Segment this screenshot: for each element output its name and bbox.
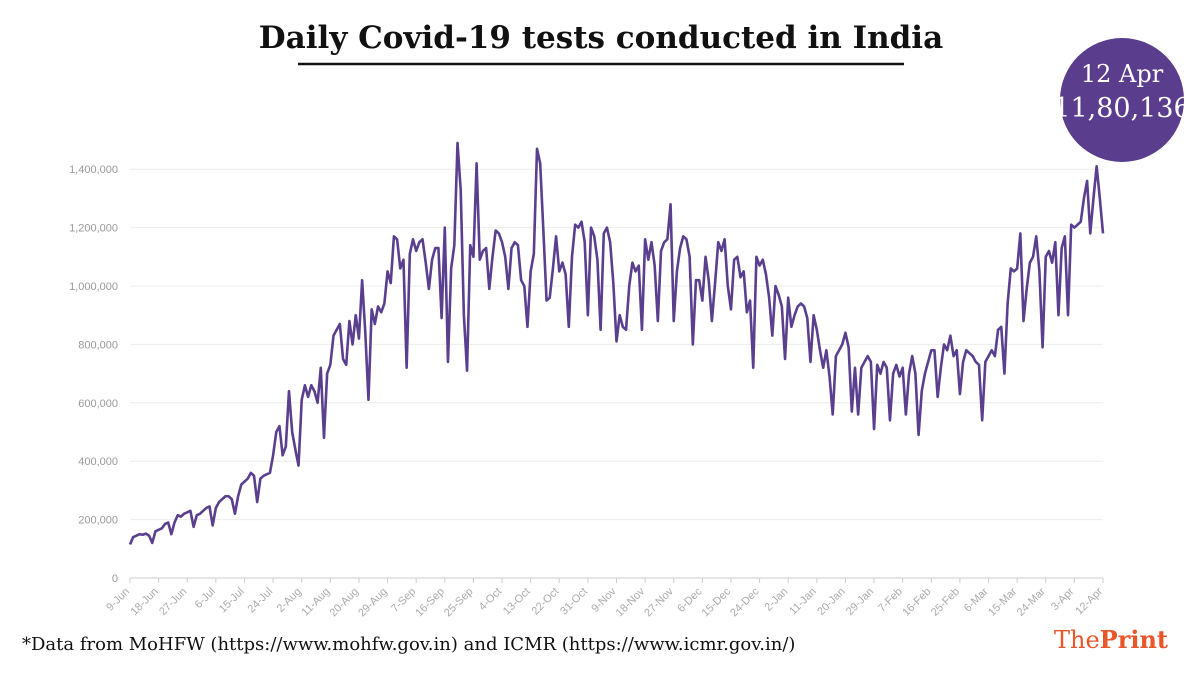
x-tick-label: 13-Oct	[501, 586, 533, 618]
x-tick-label: 16-Sep	[413, 586, 447, 620]
brand-logo: ThePrint	[1054, 625, 1168, 654]
x-tick-label: 24-Mar	[1015, 585, 1048, 618]
chart-title: Daily Covid-19 tests conducted in India	[259, 20, 943, 56]
y-tick-label: 400,000	[78, 456, 118, 468]
x-tick-label: 15-Mar	[986, 585, 1019, 618]
x-tick-label: 25-Sep	[442, 586, 476, 620]
x-tick-label: 25-Feb	[929, 586, 962, 619]
x-tick-label: 20-Jan	[815, 586, 847, 618]
annotation-date: 12 Apr	[1081, 60, 1164, 88]
x-tick-label: 29-Jan	[844, 586, 876, 618]
y-tick-label: 600,000	[78, 398, 118, 410]
y-tick-label: 200,000	[78, 515, 118, 527]
x-tick-label: 29-Aug	[356, 586, 390, 620]
x-tick-label: 16-Feb	[900, 586, 933, 619]
brand-prefix: The	[1054, 626, 1100, 654]
x-tick-label: 15-Jul	[217, 586, 247, 616]
x-tick-label: 18-Jun	[128, 586, 160, 618]
y-tick-label: 0	[112, 573, 118, 585]
y-tick-label: 1,000,000	[69, 281, 118, 293]
x-tick-label: 12-Apr	[1073, 585, 1105, 617]
footnote: *Data from MoHFW (https://www.mohfw.gov.…	[22, 634, 795, 655]
x-tick-label: 27-Nov	[642, 585, 676, 619]
x-tick-label: 15-Dec	[700, 585, 734, 619]
brand-name: Print	[1100, 625, 1168, 654]
y-tick-label: 1,400,000	[69, 164, 118, 176]
x-tick-label: 24-Dec	[728, 585, 762, 619]
data-line	[128, 141, 1105, 545]
annotation-badge	[1060, 38, 1184, 162]
x-tick-label: 27-Jun	[157, 586, 189, 618]
x-tick-label: 22-Oct	[530, 586, 562, 618]
y-tick-label: 800,000	[78, 339, 118, 351]
x-tick-label: 18-Nov	[614, 585, 648, 619]
x-tick-label: 6-Jul	[193, 586, 218, 611]
annotation-value: 11,80,136	[1053, 93, 1190, 124]
y-tick-label: 1,200,000	[69, 223, 118, 235]
x-tick-label: 11-Jan	[787, 586, 819, 618]
x-tick-label: 11-Aug	[299, 586, 332, 619]
x-tick-label: 24-Jul	[246, 586, 276, 616]
x-tick-label: 2-Jan	[762, 586, 790, 614]
x-tick-label: 31-Oct	[558, 586, 590, 618]
x-tick-label: 20-Aug	[327, 586, 361, 620]
